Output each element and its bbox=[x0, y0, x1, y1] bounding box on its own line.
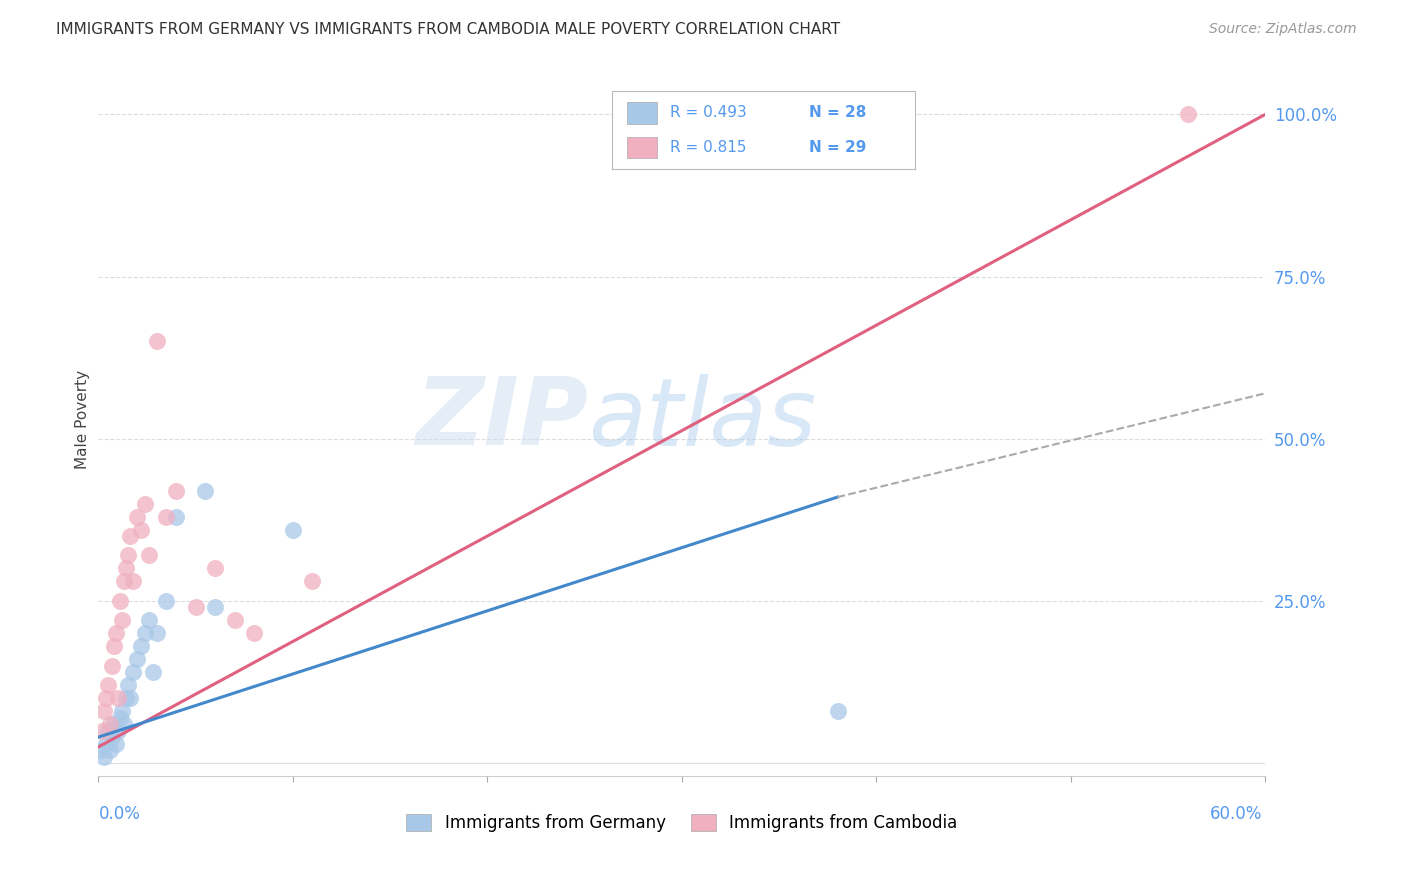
Point bbox=[1177, 107, 1199, 121]
Point bbox=[108, 711, 131, 725]
Point bbox=[127, 652, 149, 666]
Point bbox=[204, 561, 226, 575]
Point bbox=[104, 626, 127, 640]
Point bbox=[127, 509, 149, 524]
Point bbox=[184, 600, 207, 615]
Point bbox=[122, 665, 145, 680]
Text: atlas: atlas bbox=[589, 374, 817, 465]
Point bbox=[165, 483, 187, 498]
Point bbox=[122, 574, 145, 589]
Point bbox=[129, 640, 152, 654]
Point bbox=[103, 640, 125, 654]
Point bbox=[101, 730, 124, 744]
Point bbox=[134, 497, 156, 511]
Point bbox=[112, 574, 135, 589]
Point bbox=[101, 658, 124, 673]
Point bbox=[118, 691, 141, 706]
Y-axis label: Male Poverty: Male Poverty bbox=[75, 369, 90, 469]
Point bbox=[98, 743, 121, 757]
Point bbox=[129, 523, 152, 537]
Point bbox=[91, 743, 114, 757]
Point bbox=[118, 529, 141, 543]
Point bbox=[107, 723, 129, 738]
Point bbox=[146, 334, 169, 349]
Legend: Immigrants from Germany, Immigrants from Cambodia: Immigrants from Germany, Immigrants from… bbox=[399, 807, 965, 839]
Point bbox=[117, 549, 139, 563]
Point bbox=[114, 691, 136, 706]
Text: ZIP: ZIP bbox=[416, 373, 589, 466]
Point bbox=[103, 717, 125, 731]
Point bbox=[301, 574, 323, 589]
Point bbox=[827, 704, 849, 718]
Point bbox=[111, 704, 134, 718]
Point bbox=[165, 509, 187, 524]
Point bbox=[146, 626, 169, 640]
Point bbox=[142, 665, 165, 680]
Point bbox=[97, 723, 120, 738]
Text: IMMIGRANTS FROM GERMANY VS IMMIGRANTS FROM CAMBODIA MALE POVERTY CORRELATION CHA: IMMIGRANTS FROM GERMANY VS IMMIGRANTS FR… bbox=[56, 22, 841, 37]
Point bbox=[204, 600, 226, 615]
Point bbox=[134, 626, 156, 640]
Point bbox=[108, 594, 131, 608]
Point bbox=[114, 561, 136, 575]
Point bbox=[96, 737, 118, 751]
Point bbox=[97, 678, 120, 692]
Point bbox=[117, 678, 139, 692]
Point bbox=[96, 691, 118, 706]
Point bbox=[111, 613, 134, 627]
Point bbox=[93, 704, 115, 718]
Point bbox=[155, 594, 177, 608]
Point bbox=[98, 717, 121, 731]
Point bbox=[107, 691, 129, 706]
Text: 60.0%: 60.0% bbox=[1211, 805, 1263, 822]
Text: Source: ZipAtlas.com: Source: ZipAtlas.com bbox=[1209, 22, 1357, 37]
Point bbox=[243, 626, 266, 640]
Point bbox=[93, 749, 115, 764]
Point bbox=[194, 483, 217, 498]
Point bbox=[104, 737, 127, 751]
Point bbox=[138, 613, 160, 627]
Point bbox=[224, 613, 246, 627]
Point bbox=[91, 723, 114, 738]
Point bbox=[138, 549, 160, 563]
Point bbox=[155, 509, 177, 524]
Text: 0.0%: 0.0% bbox=[98, 805, 141, 822]
Point bbox=[112, 717, 135, 731]
Point bbox=[281, 523, 304, 537]
